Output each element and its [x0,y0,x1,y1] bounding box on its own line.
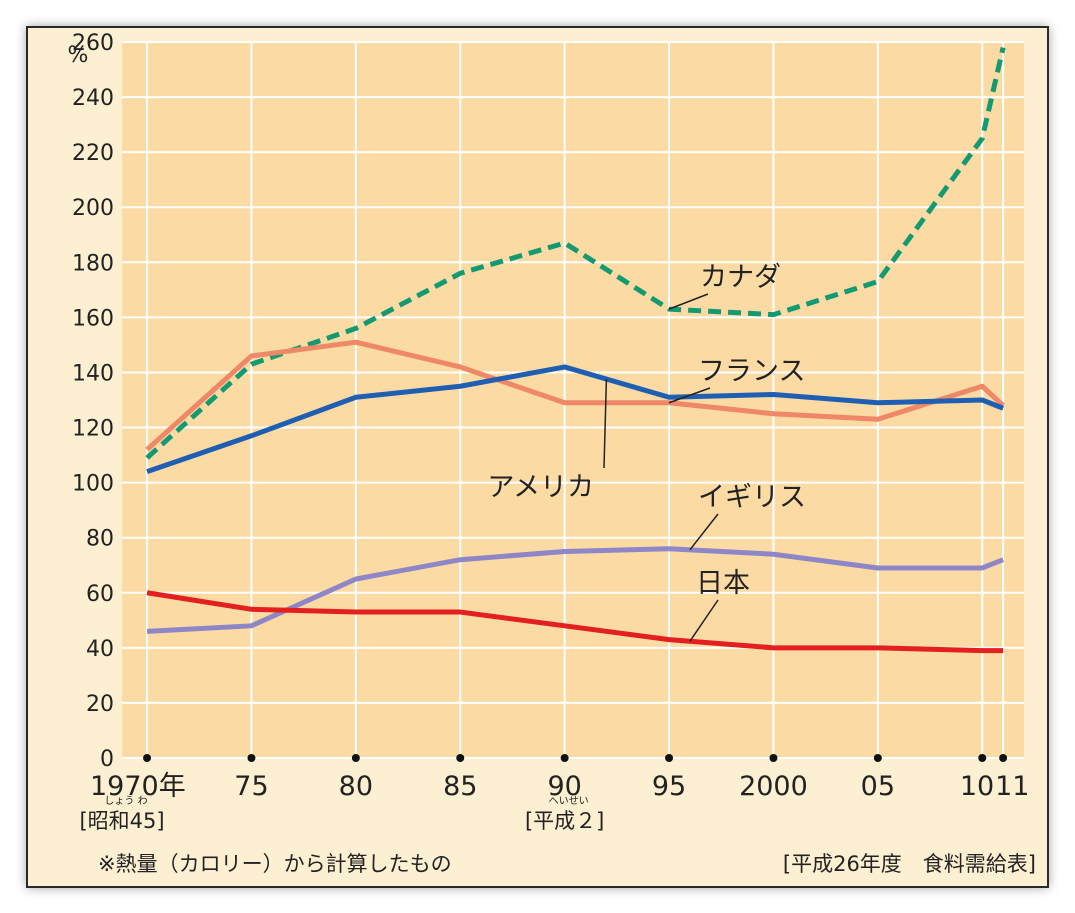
y-tick-label-2: 40 [86,637,114,662]
x-tick-label-7: 05 [861,771,895,802]
annotation-label-0: カナダ [700,262,781,293]
series-lines [145,46,1006,654]
series-line-0 [145,46,1006,460]
y-tick-label-8: 160 [72,306,114,331]
x-tick-label-0: 1970年 [90,771,186,802]
y-tick-label-10: 200 [72,196,114,221]
annotation-label-1: フランス [698,356,805,387]
annotation-leader-0 [668,293,709,310]
annotation-leader-2 [603,379,608,469]
y-tick-label-11: 220 [72,141,114,166]
y-tick-label-3: 60 [86,582,114,607]
source-label: [平成26年度 食料需給表] [783,852,1036,876]
annotation-leader-4 [689,599,719,642]
x-tick-label-9: 11 [995,771,1029,802]
era-ruby-1: へいせい [549,795,589,807]
y-axis-ticks: 0 20 40 60 80 100 120 140 160 180 200 220 240 260 [72,31,114,772]
annotation-label-3: イギリス [698,482,806,513]
y-tick-label-9: 180 [72,251,114,276]
x-tick-label-6: 2000 [739,771,808,802]
x-tick-dot-8 [978,754,987,762]
x-tick-dot-4 [560,754,569,762]
x-tick-label-8: 10 [960,771,994,802]
series-line-4 [146,590,1004,654]
era-labels: [昭和45] しょう わ [平成２] へいせい [79,795,604,833]
x-tick-dot-1 [247,754,256,762]
footnote: ※熱量（カロリー）から計算したもの [98,852,452,876]
y-tick-label-0: 0 [100,747,114,772]
annotation-leader-1 [668,387,711,404]
x-axis-ticks: 1970年 75 80 85 90 95 2000 05 10 11 [90,754,1029,802]
series-line-3 [146,546,1005,634]
y-tick-label-1: 20 [86,692,114,717]
y-tick-label-6: 120 [72,417,114,442]
x-tick-label-3: 85 [443,771,477,802]
food-self-sufficiency-line-chart: 0 20 40 60 80 100 120 140 160 180 200 220 240 260 % 1… [68,31,1036,876]
series-line-2 [146,364,1005,474]
annotation-leader-3 [689,513,719,551]
x-tick-dot-3 [456,754,465,762]
x-tick-label-2: 80 [339,771,373,802]
annotation-label-2: アメリカ [487,472,594,503]
y-axis-label: % [68,43,89,68]
annotation-label-4: 日本 [696,568,750,599]
x-tick-dot-5 [665,754,674,762]
chart-frame: 0 20 40 60 80 100 120 140 160 180 200 220 240 260 % 1… [26,26,1049,888]
x-tick-label-5: 95 [652,771,686,802]
y-tick-label-4: 80 [86,527,114,552]
x-tick-dot-7 [873,754,882,762]
x-tick-dot-6 [769,754,778,762]
x-tick-label-4: 90 [547,771,581,802]
era-label-0: [昭和45] [79,809,164,833]
y-tick-label-5: 100 [72,472,114,497]
era-label-1: [平成２] [525,809,604,833]
x-tick-label-1: 75 [234,771,268,802]
y-tick-label-13: 260 [72,31,114,56]
x-tick-dot-0 [143,754,152,762]
x-tick-dot-2 [351,754,360,762]
y-tick-label-12: 240 [72,86,114,111]
x-tick-dot-9 [999,754,1008,762]
era-ruby-0: しょう わ [104,795,147,807]
y-tick-label-7: 140 [72,361,114,386]
